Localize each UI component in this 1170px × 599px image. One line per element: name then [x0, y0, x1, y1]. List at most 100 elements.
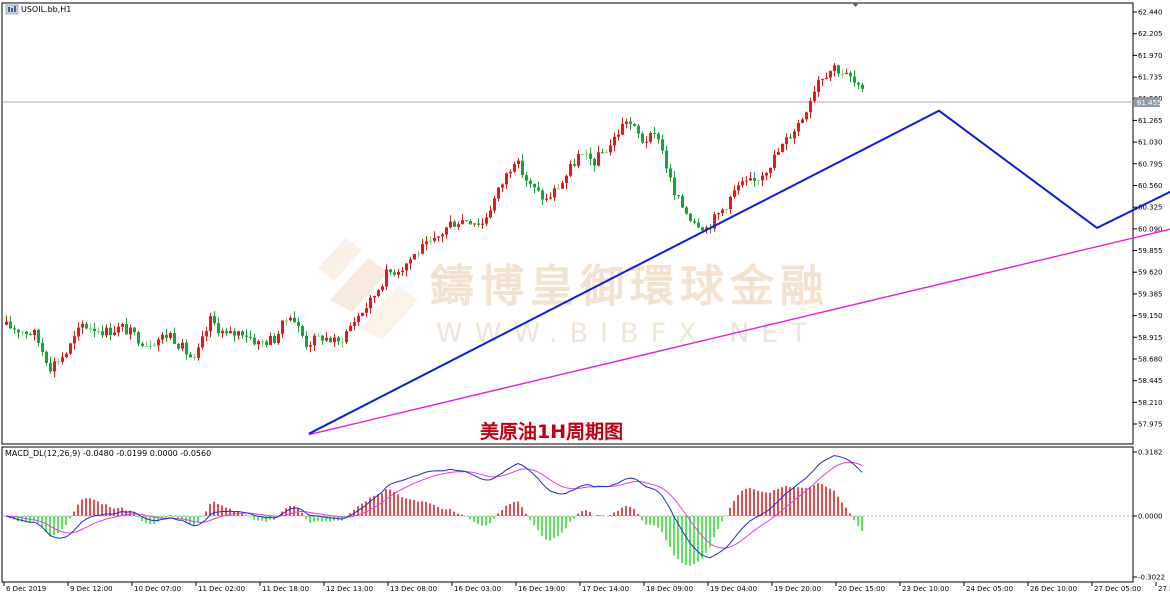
- candle-body: [613, 136, 616, 146]
- candle-body: [321, 335, 324, 341]
- price-tick-label: 59.620: [1138, 269, 1163, 277]
- candle-body: [281, 320, 284, 334]
- candle-body: [397, 271, 400, 275]
- macd-title: MACD_DL(12,26,9) -0.0480 -0.0199 0.0000 …: [5, 449, 211, 458]
- candle-body: [333, 337, 336, 343]
- candle-body: [857, 82, 860, 85]
- candle-body: [777, 151, 780, 155]
- candle-body: [265, 341, 268, 346]
- candle-body: [145, 346, 148, 348]
- candle-body: [597, 152, 600, 166]
- price-tick-label: 59.150: [1138, 312, 1163, 320]
- candle-body: [733, 190, 736, 197]
- candle-body: [113, 332, 116, 336]
- candle-body: [341, 341, 344, 343]
- candle-body: [593, 158, 596, 166]
- macd-tick-label: 0.0000: [1138, 513, 1163, 521]
- candle-body: [461, 220, 464, 225]
- candle-body: [553, 188, 556, 198]
- candle-body: [513, 164, 516, 172]
- price-pane-frame: [1, 2, 1134, 445]
- candle-body: [577, 154, 580, 166]
- candle-body: [245, 335, 248, 337]
- candle-body: [473, 223, 476, 225]
- candle-body: [805, 112, 808, 120]
- candle-body: [165, 334, 168, 338]
- candle-body: [117, 326, 120, 333]
- candle-body: [45, 351, 48, 363]
- support-trendline: [308, 228, 1170, 436]
- candle-body: [545, 198, 548, 200]
- candle-body: [81, 323, 84, 328]
- candle-body: [509, 171, 512, 174]
- candle-body: [817, 80, 820, 92]
- candle-body: [657, 133, 660, 140]
- candle-body: [645, 141, 648, 143]
- candle-body: [157, 339, 160, 346]
- candle-body: [385, 269, 388, 287]
- candle-body: [449, 221, 452, 228]
- candle-body: [537, 187, 540, 191]
- price-tick-label: 58.445: [1138, 377, 1163, 385]
- candle-body: [845, 72, 848, 74]
- candle-body: [549, 197, 552, 199]
- candle-body: [477, 223, 480, 225]
- candle-body: [41, 342, 44, 352]
- time-tick-label: 19 Dec 20:00: [774, 585, 821, 593]
- candle-body: [669, 168, 672, 178]
- candle-body: [813, 91, 816, 101]
- candle-body: [437, 236, 440, 238]
- macd-tick-label: 0.3182: [1138, 449, 1163, 457]
- candle-body: [809, 100, 812, 113]
- candle-body: [769, 167, 772, 173]
- candle-body: [853, 76, 856, 83]
- candle-body: [401, 270, 404, 272]
- candle-body: [205, 331, 208, 337]
- macd-tick-label: -0.3022: [1138, 574, 1165, 582]
- candle-body: [221, 330, 224, 334]
- candle-body: [201, 336, 204, 348]
- candle-body: [37, 329, 40, 343]
- candle-body: [13, 328, 16, 330]
- candle-body: [701, 227, 704, 231]
- candle-body: [861, 84, 864, 89]
- candle-body: [677, 195, 680, 197]
- candle-body: [797, 122, 800, 132]
- candle-body: [721, 209, 724, 214]
- candle-body: [229, 331, 232, 334]
- candle-body: [413, 254, 416, 260]
- candle-body: [153, 345, 156, 347]
- candle-body: [561, 182, 564, 189]
- candle-body: [61, 357, 64, 362]
- time-tick-label: 11 Dec 18:00: [262, 585, 309, 593]
- candle-body: [557, 188, 560, 190]
- candle-body: [9, 321, 12, 329]
- price-tick-label: 60.325: [1138, 204, 1163, 212]
- candle-body: [441, 234, 444, 237]
- candle-body: [129, 327, 132, 335]
- time-tick-label: 12 Dec 13:00: [326, 585, 373, 593]
- candle-body: [825, 77, 828, 80]
- candle-body: [209, 316, 212, 332]
- candle-body: [729, 196, 732, 210]
- chart-shift-marker-icon[interactable]: [852, 3, 859, 7]
- candle-body: [233, 331, 236, 336]
- time-tick-label: 20 Dec 15:00: [838, 585, 885, 593]
- price-tick-label: 60.560: [1138, 182, 1163, 190]
- candle-body: [17, 329, 20, 333]
- candle-body: [713, 214, 716, 229]
- candle-body: [25, 331, 28, 335]
- candle-body: [285, 320, 288, 322]
- candle-body: [469, 220, 472, 225]
- symbol-title: USOIL.bb,H1: [21, 5, 71, 14]
- time-tick-label: 6 Dec 2019: [6, 585, 46, 593]
- drawing-objects: [308, 109, 1170, 436]
- macd-signal-line: [5, 461, 863, 549]
- candle-body: [801, 119, 804, 123]
- candle-body: [725, 209, 728, 211]
- time-tick-label: 10 Dec 07:00: [134, 585, 181, 593]
- candle-body: [309, 345, 312, 347]
- candle-body: [685, 207, 688, 214]
- macd-pane-frame: [1, 446, 1134, 583]
